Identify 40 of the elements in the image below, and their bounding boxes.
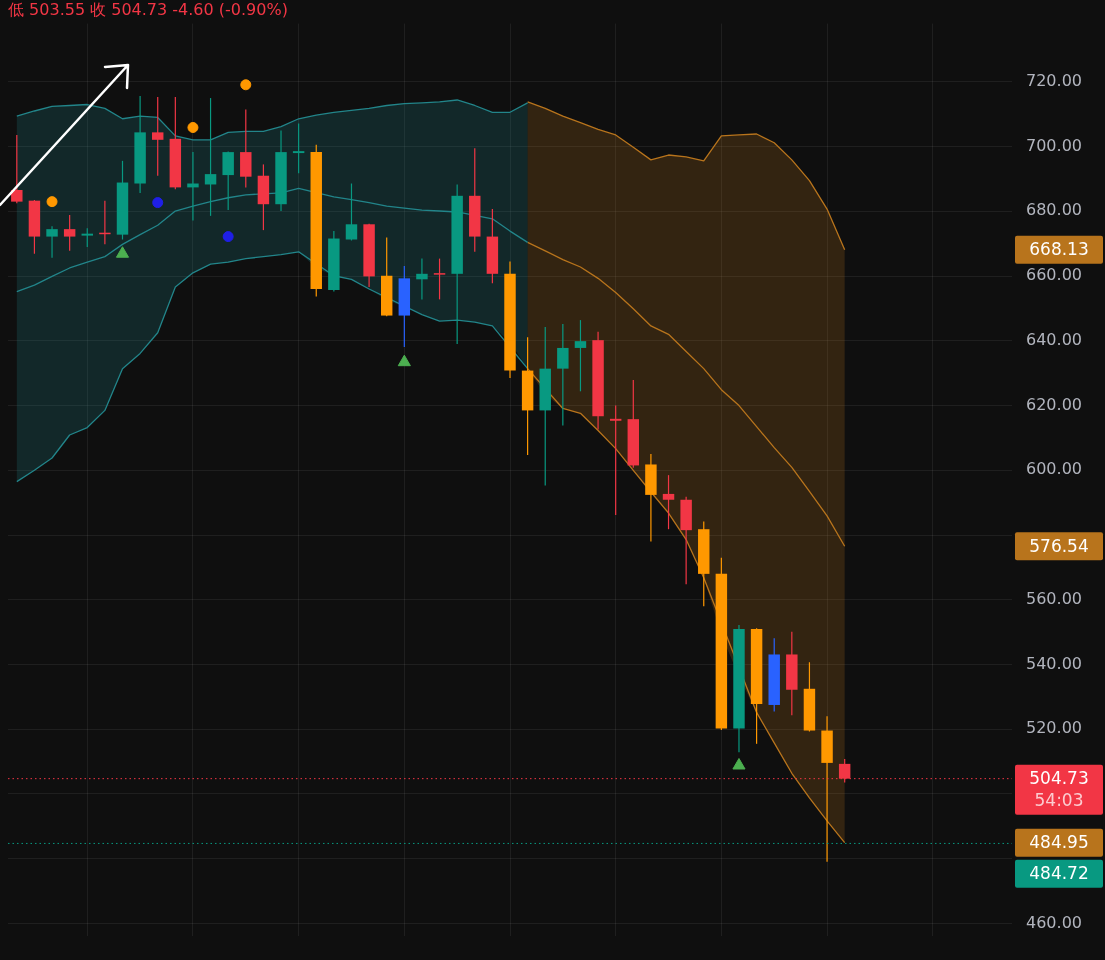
y-tick-label: 720.00 [1026, 71, 1082, 91]
y-tick-label: 600.00 [1026, 459, 1082, 479]
y-tick-label: 640.00 [1026, 329, 1082, 349]
y-tick-label: 576.54 [1029, 535, 1089, 556]
y-tick-label: 620.00 [1026, 394, 1082, 414]
candlestick [152, 96, 164, 177]
ref-line-label: 504.73 54:03 [1029, 768, 1089, 811]
y-tick-label: 540.00 [1026, 653, 1082, 673]
candlestick [46, 225, 58, 259]
ref-line-label: 484.72 [1029, 863, 1089, 884]
point [187, 122, 199, 133]
candlestick [292, 123, 305, 174]
point [46, 196, 58, 208]
candlestick [662, 474, 675, 530]
y-tick-label: 700.00 [1026, 135, 1082, 155]
candlestick [416, 258, 428, 300]
y-tick-label: 460.00 [1026, 912, 1082, 932]
candlestick [433, 258, 446, 300]
candlestick [557, 323, 569, 427]
chart-title: 低 503.55 收 504.73 -4.60 (-0.90%) [8, 0, 288, 21]
y-tick-label: 560.00 [1026, 588, 1082, 608]
point [222, 231, 234, 243]
candlestick [222, 150, 234, 211]
candlestick [574, 319, 587, 392]
candlestick [11, 134, 23, 204]
candlestick [345, 182, 358, 242]
y-tick-label: 668.13 [1029, 239, 1089, 260]
candlestick [204, 97, 217, 217]
point [152, 197, 164, 209]
y-tick-label: 660.00 [1026, 265, 1082, 285]
y-tick-label: 680.00 [1026, 200, 1082, 220]
candlestick [63, 214, 76, 252]
point [240, 79, 252, 91]
y-tick-label: 520.00 [1026, 718, 1082, 738]
point [115, 246, 130, 258]
y-tick-label: 484.95 [1029, 832, 1089, 853]
point [732, 757, 746, 770]
candlestick [609, 404, 622, 516]
candlestick [81, 227, 93, 248]
point [397, 354, 411, 367]
